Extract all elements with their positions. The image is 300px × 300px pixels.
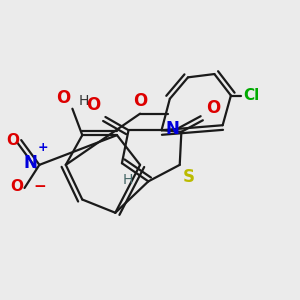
Text: O: O	[7, 133, 20, 148]
Text: S: S	[183, 168, 195, 186]
Text: H: H	[79, 94, 89, 108]
Text: O: O	[133, 92, 147, 110]
Text: N: N	[166, 119, 179, 137]
Text: +: +	[38, 141, 48, 154]
Text: −: −	[34, 179, 46, 194]
Text: O: O	[56, 89, 71, 107]
Text: O: O	[10, 179, 23, 194]
Text: H: H	[123, 173, 134, 187]
Text: O: O	[86, 96, 100, 114]
Text: Cl: Cl	[244, 88, 260, 103]
Text: N: N	[24, 154, 38, 172]
Text: O: O	[206, 99, 220, 117]
